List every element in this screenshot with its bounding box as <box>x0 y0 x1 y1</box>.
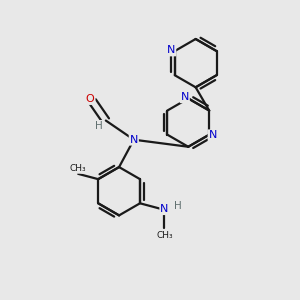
Text: N: N <box>130 135 138 145</box>
Text: H: H <box>173 201 181 211</box>
Text: N: N <box>167 46 176 56</box>
Text: H: H <box>95 121 103 131</box>
Text: N: N <box>160 204 169 214</box>
Text: O: O <box>86 94 94 104</box>
Text: N: N <box>181 92 189 102</box>
Text: CH₃: CH₃ <box>69 164 86 173</box>
Text: N: N <box>208 130 217 140</box>
Text: CH₃: CH₃ <box>156 231 173 240</box>
